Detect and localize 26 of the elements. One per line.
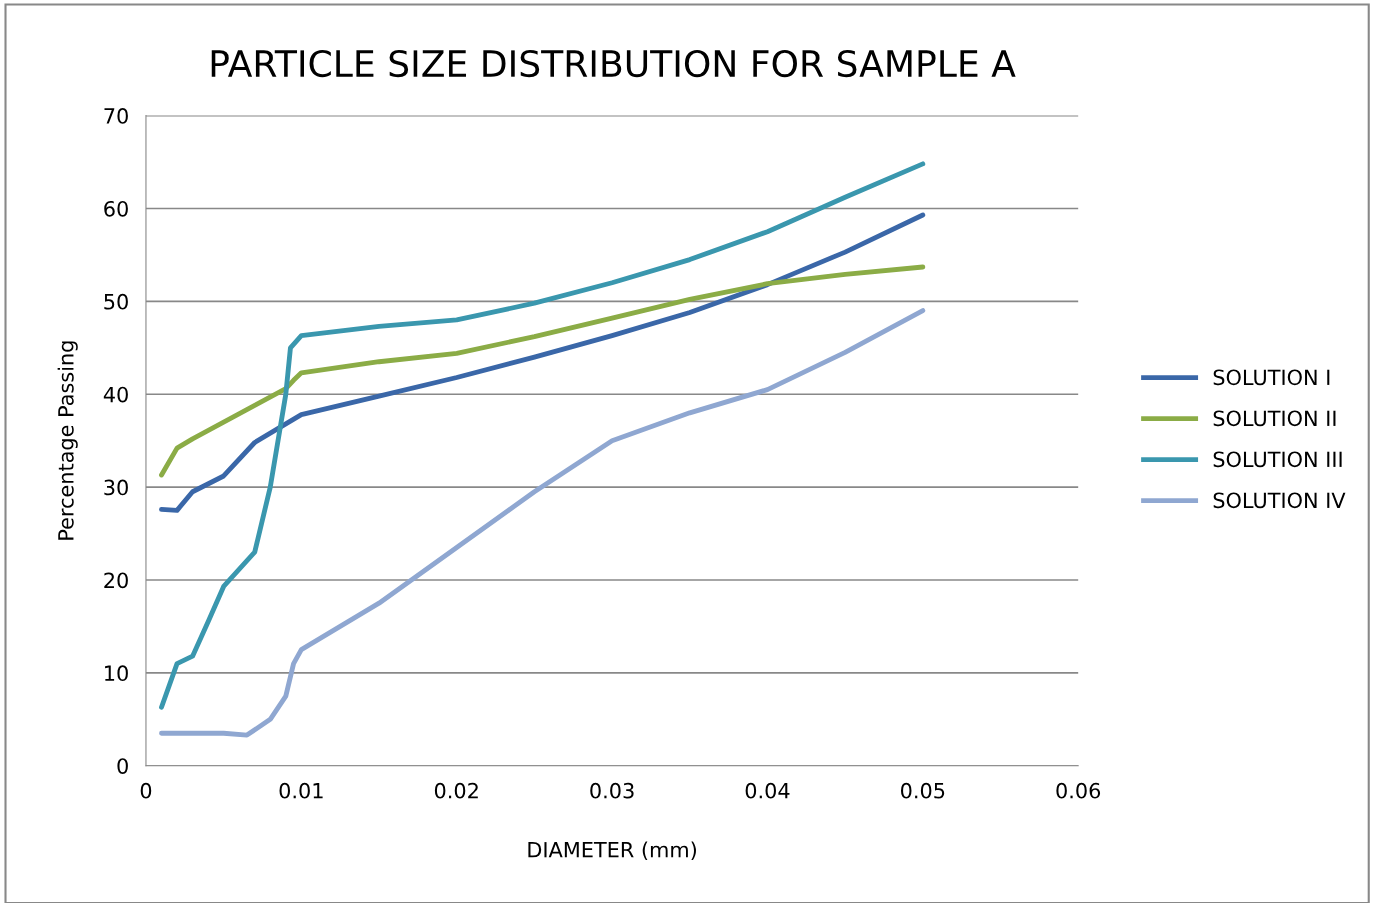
line-series <box>159 308 926 738</box>
x-tick-label: 0.02 <box>434 782 478 799</box>
y-tick-label: 70 <box>104 108 128 124</box>
y-tick-label: 50 <box>104 293 128 310</box>
x-tick-label: 0.04 <box>745 782 790 799</box>
y-tick-label: 60 <box>104 200 128 217</box>
y-tick-label: 30 <box>104 479 128 496</box>
x-tick-label: 0.06 <box>1056 782 1101 799</box>
x-tick-label: 0 <box>140 782 152 799</box>
y-tick-label: 40 <box>103 386 128 403</box>
legend-label: SOLUTION IV <box>1213 492 1346 509</box>
x-tick-label: 0.01 <box>279 782 323 799</box>
y-tick-label: 10 <box>105 665 128 682</box>
y-tick-label: 20 <box>104 572 128 589</box>
legend-label: SOLUTION II <box>1213 410 1336 427</box>
legend-label: SOLUTION III <box>1213 451 1342 468</box>
line-series <box>159 212 926 513</box>
line-series <box>159 264 926 478</box>
x-tick-label: 0.05 <box>901 782 945 799</box>
y-tick-label: 0 <box>117 758 128 774</box>
chart-title: PARTICLE SIZE DISTRIBUTION FOR SAMPLE A <box>211 49 1016 78</box>
line-series <box>159 161 926 710</box>
x-tick-label: 0.03 <box>590 782 634 799</box>
legend-label: SOLUTION I <box>1213 369 1330 386</box>
x-axis-title: DIAMETER (mm) <box>528 841 696 861</box>
y-axis-title: Percentage Passing <box>57 341 78 540</box>
